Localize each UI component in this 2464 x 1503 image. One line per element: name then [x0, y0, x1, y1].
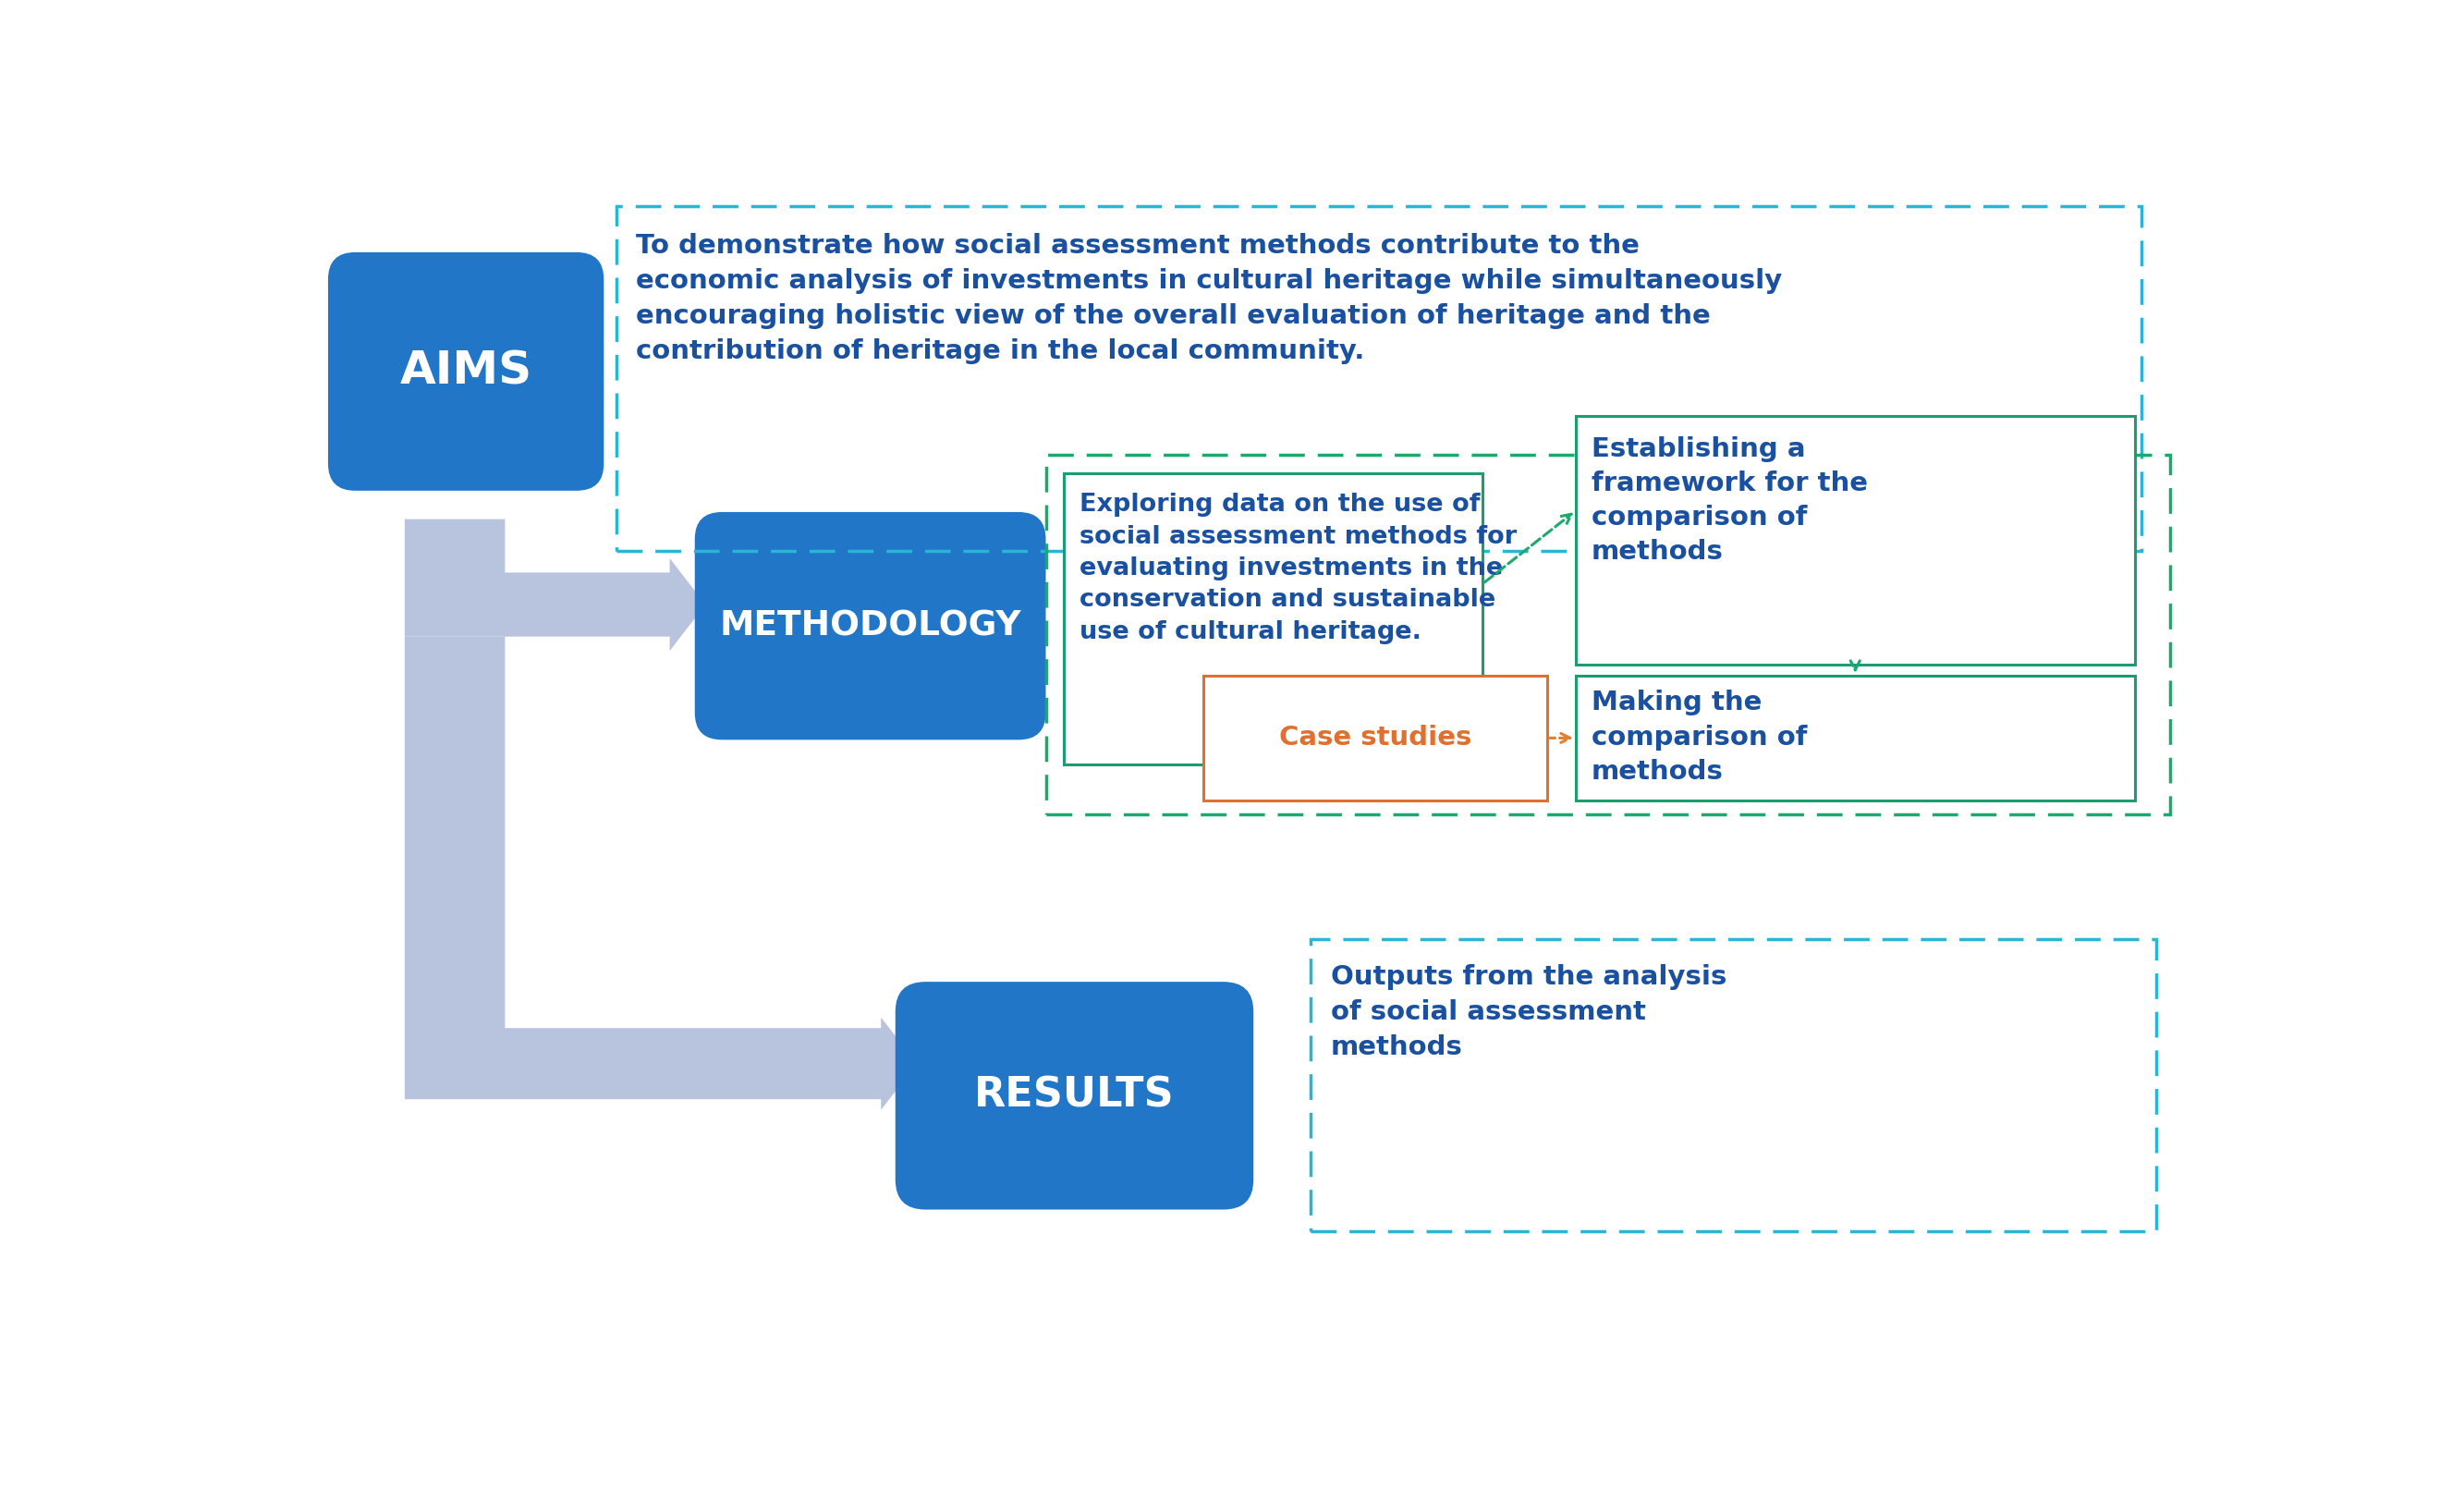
FancyBboxPatch shape [894, 981, 1254, 1210]
Bar [616, 206, 2141, 552]
Text: AIMS: AIMS [399, 349, 532, 394]
Bar [1045, 455, 2171, 815]
Text: Exploring data on the use of
social assessment methods for
evaluating investment: Exploring data on the use of social asse… [1079, 493, 1518, 645]
Text: To demonstrate how social assessment methods contribute to the
economic analysis: To demonstrate how social assessment met… [636, 233, 1781, 364]
Text: Making the
comparison of
methods: Making the comparison of methods [1592, 690, 1806, 785]
Bar [1064, 473, 1483, 765]
FancyBboxPatch shape [328, 253, 604, 490]
FancyBboxPatch shape [695, 513, 1045, 739]
Bar [1202, 676, 1547, 800]
Text: Case studies: Case studies [1279, 724, 1471, 752]
Bar [1577, 416, 2134, 664]
Text: Establishing a
framework for the
comparison of
methods: Establishing a framework for the compari… [1592, 436, 1868, 565]
Text: RESULTS: RESULTS [973, 1076, 1175, 1115]
Polygon shape [404, 637, 917, 1109]
Bar [1577, 676, 2134, 800]
Text: METHODOLOGY: METHODOLOGY [719, 609, 1020, 643]
Polygon shape [404, 519, 705, 651]
Bar [1311, 939, 2156, 1231]
Text: Outputs from the analysis
of social assessment
methods: Outputs from the analysis of social asse… [1331, 963, 1727, 1060]
